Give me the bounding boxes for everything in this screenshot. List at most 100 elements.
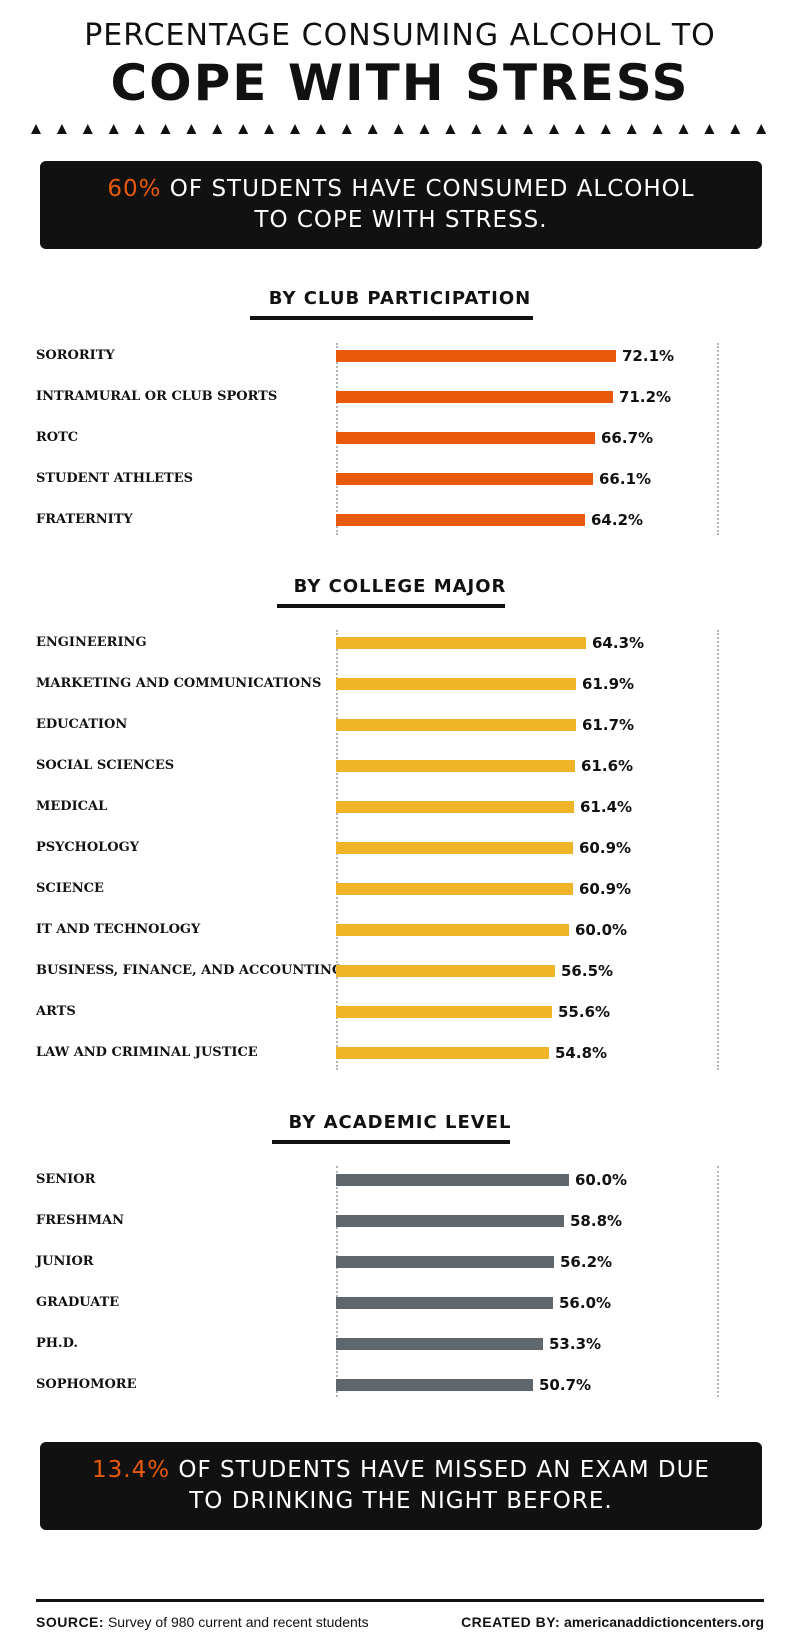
triangle-mark <box>756 124 767 134</box>
top-stat-text-1: OF STUDENTS HAVE CONSUMED ALCOHOL <box>161 176 695 202</box>
value-label: 58.8% <box>570 1212 623 1230</box>
footer-credit: CREATED BY: americanaddictioncenters.org <box>461 1614 764 1630</box>
category-label: GRADUATE <box>36 1295 120 1310</box>
triangle-mark <box>238 124 249 134</box>
reference-line <box>717 1166 719 1397</box>
category-label: STUDENT ATHLETES <box>36 471 194 486</box>
value-label: 56.2% <box>560 1253 613 1271</box>
triangle-mark <box>31 124 41 134</box>
footer-credit-text: americanaddictioncenters.org <box>560 1614 764 1630</box>
triangle-mark <box>82 124 93 134</box>
triangle-mark <box>315 124 326 134</box>
footer-divider <box>36 1599 764 1602</box>
triangle-mark <box>497 124 508 134</box>
value-label: 56.0% <box>559 1294 612 1312</box>
title-line-1: PERCENTAGE CONSUMING ALCOHOL TO <box>84 18 716 53</box>
triangle-mark <box>678 124 689 134</box>
triangle-mark <box>445 124 456 134</box>
value-label: 61.4% <box>580 798 633 816</box>
triangle-mark <box>108 124 119 134</box>
bar <box>336 432 595 444</box>
value-label: 50.7% <box>539 1376 592 1394</box>
top-stat-highlight: 60% <box>107 176 162 202</box>
value-label: 66.7% <box>601 429 654 447</box>
bottom-stat-highlight: 13.4% <box>92 1457 171 1483</box>
bar <box>336 391 613 403</box>
bar <box>336 514 585 526</box>
reference-line <box>717 630 719 1070</box>
value-label: 56.5% <box>561 962 614 980</box>
section-title: BY COLLEGE MAJOR <box>293 576 507 597</box>
triangle-mark <box>212 124 223 134</box>
top-stat-text-2: TO COPE WITH STRESS. <box>254 207 548 233</box>
category-label: PSYCHOLOGY <box>36 840 140 855</box>
triangle-mark <box>419 124 430 134</box>
value-label: 55.6% <box>558 1003 611 1021</box>
category-label: PH.D. <box>36 1336 78 1351</box>
footer-source-label: SOURCE: <box>36 1614 105 1630</box>
bar <box>336 1047 549 1059</box>
triangle-mark <box>730 124 741 134</box>
bar <box>336 1174 569 1186</box>
category-label: SOPHOMORE <box>36 1377 137 1392</box>
footer-source-text: Survey of 980 current and recent student… <box>104 1614 369 1630</box>
value-label: 61.7% <box>582 716 635 734</box>
triangle-mark <box>549 124 559 134</box>
category-label: MEDICAL <box>36 799 108 814</box>
value-label: 54.8% <box>555 1044 608 1062</box>
bar <box>336 1215 564 1227</box>
category-label: INTRAMURAL OR CLUB SPORTS <box>36 389 278 404</box>
value-label: 64.2% <box>591 511 644 529</box>
bar <box>336 473 593 485</box>
top-stat-banner: 60% OF STUDENTS HAVE CONSUMED ALCOHOL TO… <box>40 161 762 249</box>
value-label: 61.6% <box>581 757 634 775</box>
bar <box>336 883 573 895</box>
value-label: 53.3% <box>549 1335 602 1353</box>
value-label: 60.9% <box>579 839 632 857</box>
value-label: 72.1% <box>622 347 675 365</box>
triangle-mark <box>160 124 171 134</box>
category-label: ROTC <box>36 430 79 445</box>
bar <box>336 719 576 731</box>
section-underline <box>272 1140 510 1144</box>
triangle-mark <box>574 124 585 134</box>
section-underline <box>250 316 533 320</box>
bar <box>336 350 616 362</box>
title-line-2: COPE WITH STRESS <box>110 54 690 112</box>
triangle-mark <box>393 124 404 134</box>
value-label: 60.9% <box>579 880 632 898</box>
category-label: IT AND TECHNOLOGY <box>36 922 201 937</box>
triangle-mark <box>471 124 482 134</box>
value-label: 60.0% <box>575 1171 628 1189</box>
section-title: BY CLUB PARTICIPATION <box>268 288 532 309</box>
triangle-mark <box>704 124 715 134</box>
triangle-mark <box>264 124 275 134</box>
category-label: FRATERNITY <box>36 512 133 527</box>
category-label: JUNIOR <box>36 1254 94 1269</box>
bar <box>336 965 555 977</box>
triangle-mark <box>290 124 300 134</box>
bar <box>336 637 586 649</box>
footer-credit-label: CREATED BY: <box>461 1614 561 1630</box>
bar <box>336 678 576 690</box>
triangle-mark <box>186 124 197 134</box>
category-label: EDUCATION <box>36 717 128 732</box>
bar <box>336 1338 543 1350</box>
category-label: ARTS <box>36 1004 76 1019</box>
reference-line <box>717 343 719 535</box>
section-underline <box>277 604 505 608</box>
category-label: FRESHMAN <box>36 1213 124 1228</box>
triangle-mark <box>367 124 378 134</box>
category-label: SENIOR <box>36 1172 96 1187</box>
triangle-mark <box>341 124 352 134</box>
triangle-mark <box>134 124 145 134</box>
bar <box>336 924 569 936</box>
axis-baseline <box>336 1166 338 1397</box>
category-label: LAW AND CRIMINAL JUSTICE <box>36 1045 258 1060</box>
value-label: 61.9% <box>582 675 635 693</box>
category-label: BUSINESS, FINANCE, AND ACCOUNTING <box>36 963 343 978</box>
category-label: MARKETING AND COMMUNICATIONS <box>36 676 322 691</box>
triangle-mark <box>523 124 534 134</box>
bar <box>336 760 575 772</box>
category-label: SCIENCE <box>36 881 104 896</box>
